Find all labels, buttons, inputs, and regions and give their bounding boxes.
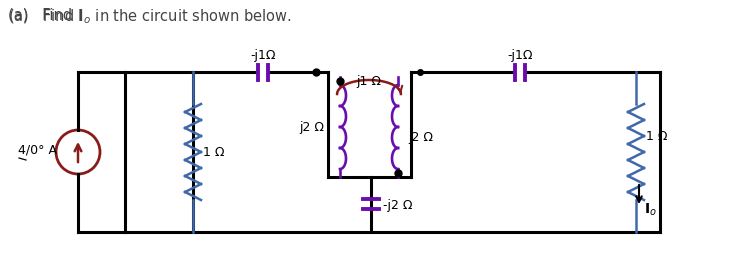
Text: 1 Ω: 1 Ω xyxy=(203,145,224,158)
Text: j2 Ω: j2 Ω xyxy=(408,130,433,144)
Text: j2 Ω: j2 Ω xyxy=(300,121,325,134)
Text: $\mathbf{I}_o$: $\mathbf{I}_o$ xyxy=(644,202,657,218)
Text: 4/0° A: 4/0° A xyxy=(18,144,57,157)
Text: j1 Ω: j1 Ω xyxy=(356,75,381,88)
Text: 1 Ω: 1 Ω xyxy=(646,130,668,144)
Text: -j1Ω: -j1Ω xyxy=(250,49,276,62)
Text: -j1Ω: -j1Ω xyxy=(507,49,533,62)
Text: (a)   Find: (a) Find xyxy=(8,8,77,23)
Text: (a)   Find $\mathbf{I}_o$ in the circuit shown below.: (a) Find $\mathbf{I}_o$ in the circuit s… xyxy=(8,8,291,26)
Text: -j2 Ω: -j2 Ω xyxy=(383,200,412,213)
